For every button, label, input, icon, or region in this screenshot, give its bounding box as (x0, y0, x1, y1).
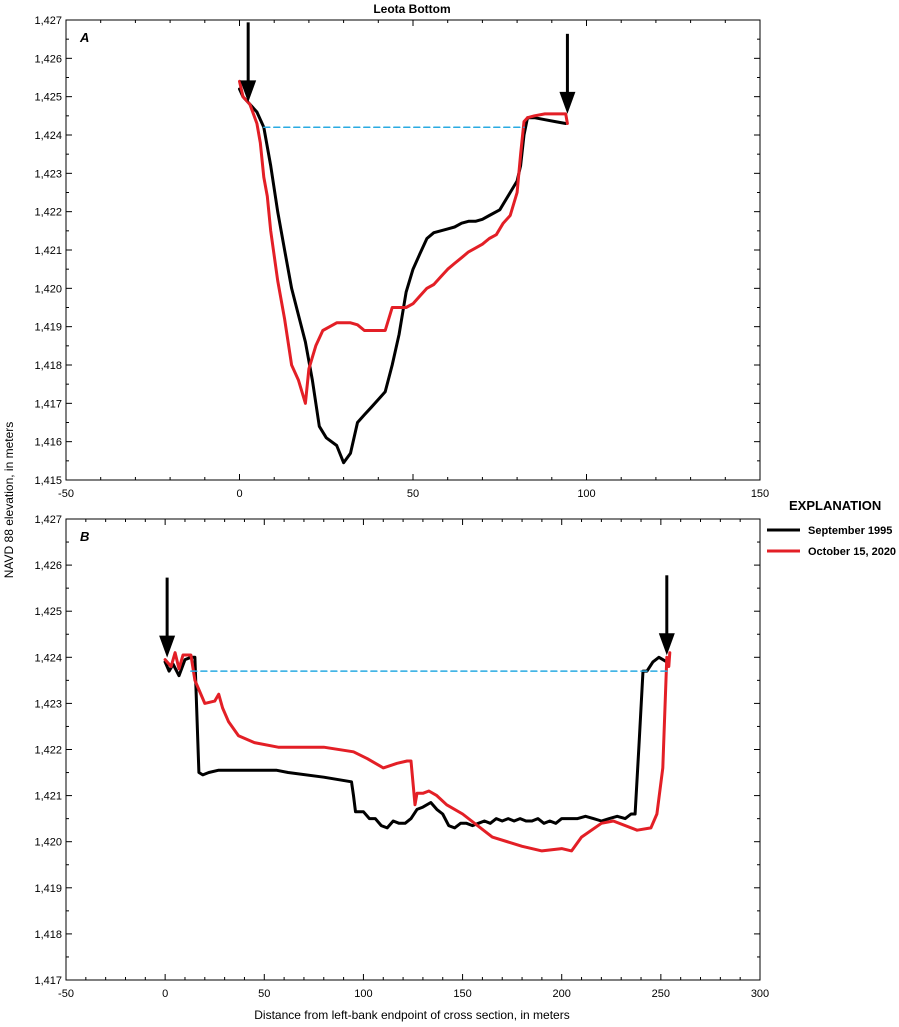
series-line-october-2020-b (163, 651, 672, 853)
panel-label-a: A (79, 30, 89, 45)
x-tick-label-b: 50 (258, 988, 270, 1000)
y-tick-label-a: 1,417 (34, 398, 62, 410)
y-tick-label-b: 1,423 (34, 698, 62, 710)
y-tick-label-b: 1,425 (34, 606, 62, 618)
y-tick-label-b: 1,426 (34, 560, 62, 572)
panel-a-plot: 1,415 1,416 1,417 1,418 1,419 1,420 1,421 1,422… (34, 15, 769, 500)
x-tick-label-a: -50 (58, 488, 74, 500)
panel-label-b: B (80, 529, 89, 544)
y-tick-label-b: 1,417 (34, 975, 62, 987)
y-tick-label-a: 1,427 (34, 15, 62, 27)
series-line-september-1995-b (163, 655, 669, 830)
series-line-october-2020-a (238, 79, 569, 405)
legend-label-september-1995: September 1995 (808, 525, 892, 537)
y-tick-label-a: 1,415 (34, 475, 62, 487)
endpoint-arrow-a-1 (559, 33, 576, 114)
y-tick-label-b: 1,427 (34, 514, 62, 526)
x-tick-label-b: -50 (58, 988, 74, 1000)
y-tick-label-a: 1,416 (34, 437, 62, 449)
y-tick-label-a: 1,425 (34, 92, 62, 104)
endpoint-arrow-b-0 (159, 577, 176, 658)
x-tick-label-a: 0 (236, 488, 242, 500)
x-tick-label-b: 250 (652, 988, 670, 1000)
chart-title-leota-bottom: Leota Bottom (373, 2, 450, 16)
y-tick-label-a: 1,424 (34, 130, 62, 142)
x-tick-label-b: 200 (553, 988, 571, 1000)
y-tick-label-b: 1,418 (34, 929, 62, 941)
legend: EXPLANATION September 1995 October 15, 2… (767, 498, 896, 558)
y-tick-label-a: 1,422 (34, 207, 62, 219)
series-line-september-1995-a (238, 87, 568, 465)
y-tick-label-a: 1,426 (34, 53, 62, 65)
x-tick-label-b: 0 (162, 988, 168, 1000)
y-tick-label-b: 1,422 (34, 745, 62, 757)
y-tick-label-a: 1,419 (34, 322, 62, 334)
x-tick-label-a: 50 (407, 488, 419, 500)
legend-label-october-2020: October 15, 2020 (808, 546, 896, 558)
plot-frame-a (65, 19, 761, 481)
y-tick-label-a: 1,418 (34, 360, 62, 372)
y-tick-label-a: 1,423 (34, 168, 62, 180)
x-tick-label-a: 100 (577, 488, 595, 500)
y-tick-label-b: 1,419 (34, 883, 62, 895)
plot-frame-b (65, 518, 761, 981)
x-tick-label-a: 150 (751, 488, 769, 500)
endpoint-arrow-a-0 (240, 22, 257, 103)
legend-title: EXPLANATION (789, 498, 881, 513)
y-tick-label-b: 1,420 (34, 837, 62, 849)
y-tick-label-a: 1,421 (34, 245, 62, 257)
panel-b-plot: 1,417 1,418 1,419 1,420 1,421 1,422 1,423 1,424… (34, 514, 769, 1000)
x-tick-label-b: 300 (751, 988, 769, 1000)
endpoint-arrow-b-1 (658, 575, 675, 656)
y-axis-label: NAVD 88 elevation, in meters (2, 422, 16, 579)
y-tick-label-b: 1,424 (34, 652, 62, 664)
y-tick-label-a: 1,420 (34, 283, 62, 295)
x-tick-label-b: 150 (453, 988, 471, 1000)
x-axis-label: Distance from left-bank endpoint of cros… (254, 1008, 569, 1022)
x-tick-label-b: 100 (354, 988, 372, 1000)
y-tick-label-b: 1,421 (34, 791, 62, 803)
